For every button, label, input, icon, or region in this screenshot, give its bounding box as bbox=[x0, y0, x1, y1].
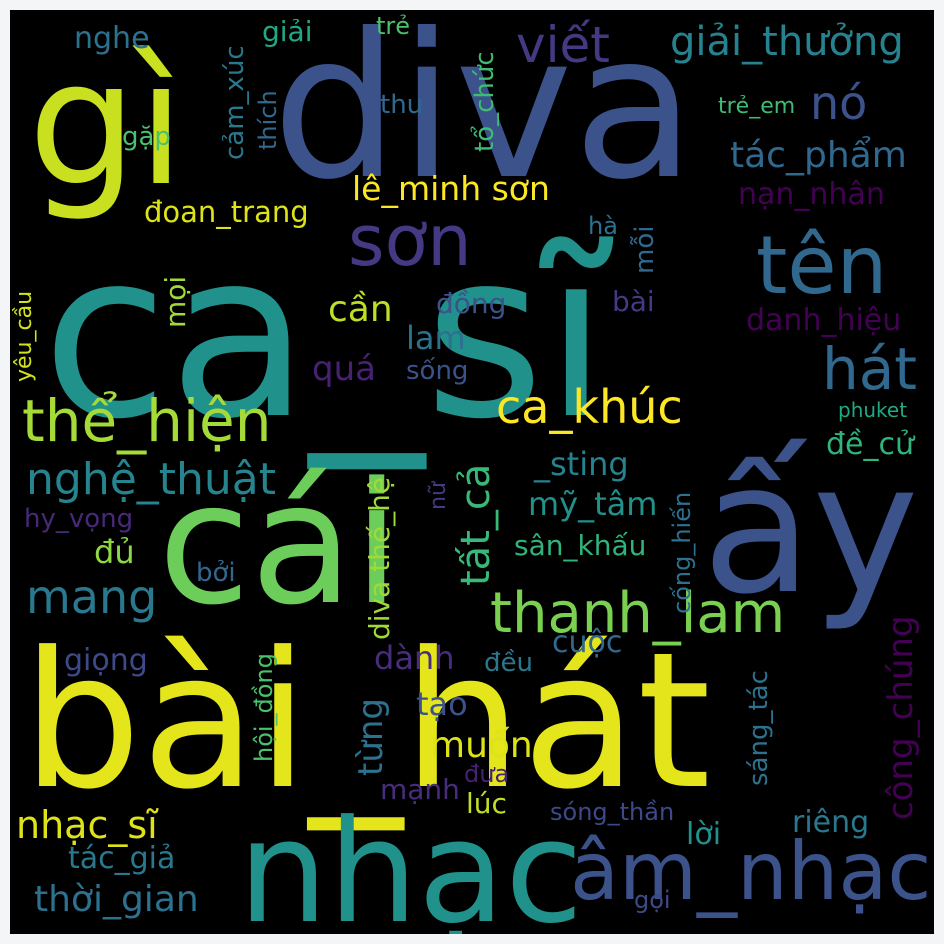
word-tre: trẻ bbox=[376, 12, 411, 40]
word-giai: giải bbox=[262, 15, 313, 48]
word-am-nhac: âm_nhạc bbox=[570, 825, 932, 918]
word-nan-nhan: nạn_nhân bbox=[738, 177, 885, 212]
word-ha: hà bbox=[588, 212, 618, 240]
word-no: nó bbox=[810, 76, 868, 130]
word-luc: lúc bbox=[466, 787, 507, 820]
word-tao: tạo bbox=[416, 685, 468, 723]
word-nhac: nhạc bbox=[238, 790, 584, 935]
word-yeu-cau: yêu_cầu bbox=[12, 290, 37, 382]
word-giai-thuong: giải_thưởng bbox=[670, 19, 904, 65]
word-tung: từng bbox=[351, 697, 391, 776]
word-can: cần bbox=[328, 289, 393, 330]
word-the-hien: thể_hiện bbox=[22, 387, 272, 455]
word-cam-xuc: cảm_xúc bbox=[220, 45, 250, 160]
word-mang: mang bbox=[26, 570, 158, 624]
word-le-minh-son: lê_minh sơn bbox=[352, 169, 550, 208]
word-sang-tac: sáng_tác bbox=[744, 670, 774, 786]
word-tat-ca: tất_cả bbox=[453, 463, 499, 586]
word-phuket: phuket bbox=[838, 398, 908, 422]
word-thoi-gian: thời_gian bbox=[34, 879, 199, 920]
word-dong: đồng bbox=[436, 287, 507, 320]
word-thu: thu bbox=[380, 90, 424, 120]
word-tac-gia: tác_giả bbox=[68, 841, 176, 876]
word-viet: viết bbox=[516, 16, 610, 74]
word-diva: diva bbox=[272, 10, 696, 224]
word-thanh-lam: thanh_lam bbox=[490, 581, 786, 646]
word-gi: gì bbox=[28, 23, 185, 224]
word-gap: gặp bbox=[122, 122, 171, 152]
word-muon: muốn bbox=[430, 725, 533, 766]
word-manh: mạnh bbox=[380, 773, 460, 806]
word-cong-hien: cống_hiến bbox=[668, 491, 696, 614]
word-du: đủ bbox=[94, 533, 135, 571]
word-to-chuc: tổ_chức bbox=[470, 51, 500, 152]
word-nhac-si: nhạc_sĩ bbox=[16, 803, 158, 847]
word-lam: lam bbox=[406, 319, 466, 357]
word-ten: tên bbox=[756, 219, 888, 312]
word-bai: bài bbox=[612, 285, 655, 318]
word-thich: thích bbox=[254, 90, 282, 150]
word-hy-vong: hy_vọng bbox=[24, 504, 134, 534]
word-loi: lời bbox=[686, 817, 722, 852]
word-cong-chung: công_chúng bbox=[881, 615, 921, 820]
word-qua: quá bbox=[312, 349, 376, 389]
word-nghe-thuat: nghệ_thuật bbox=[26, 454, 277, 505]
word-ay: ấy bbox=[702, 425, 919, 634]
word-hoi-dong: hội_đồng bbox=[250, 653, 278, 762]
word-tac-pham: tác_phẩm bbox=[730, 135, 907, 176]
word-giong: giọng bbox=[64, 643, 148, 678]
word-tre-em: trẻ_em bbox=[718, 94, 796, 119]
word-ca-khuc: ca_khúc bbox=[496, 380, 683, 434]
word-san-khau: sân_khấu bbox=[514, 529, 647, 562]
word-goi: gọi bbox=[634, 886, 671, 914]
word-dua: đưa bbox=[464, 760, 510, 788]
word-cai: cái bbox=[158, 446, 400, 642]
word-nu: nữ bbox=[426, 482, 451, 510]
word-danh: dành bbox=[374, 639, 455, 677]
word-rieng: riêng bbox=[792, 805, 870, 840]
word-song-than: sóng_thần bbox=[550, 798, 675, 826]
word-boi: bởi bbox=[196, 558, 236, 588]
word-moi: mỗi bbox=[630, 225, 660, 274]
word-danh-hieu: danh_hiệu bbox=[746, 303, 902, 338]
word-diva-the-he: diva thế_hệ bbox=[363, 476, 396, 640]
word-doan-trang: đoan_trang bbox=[144, 195, 309, 229]
word-sting: _sting bbox=[534, 445, 629, 483]
word-deu: đều bbox=[484, 648, 533, 678]
word-cloud: ca_sĩ bài_hát diva gì cái ấy nhạc âm_nhạ… bbox=[10, 10, 934, 934]
word-ca-si: ca_sĩ bbox=[42, 203, 609, 470]
word-son: sơn bbox=[348, 200, 472, 282]
word-cuoc: cuộc bbox=[552, 625, 623, 660]
word-song: sống bbox=[406, 356, 469, 386]
word-hat: hát bbox=[822, 335, 918, 403]
word-moi-2: mọi bbox=[159, 275, 192, 328]
word-my-tam: mỹ_tâm bbox=[528, 485, 658, 523]
word-bai-hat: bài_hát bbox=[22, 612, 711, 831]
word-de-cu: đề_cử bbox=[826, 427, 915, 462]
word-nghe: nghe bbox=[74, 21, 150, 56]
